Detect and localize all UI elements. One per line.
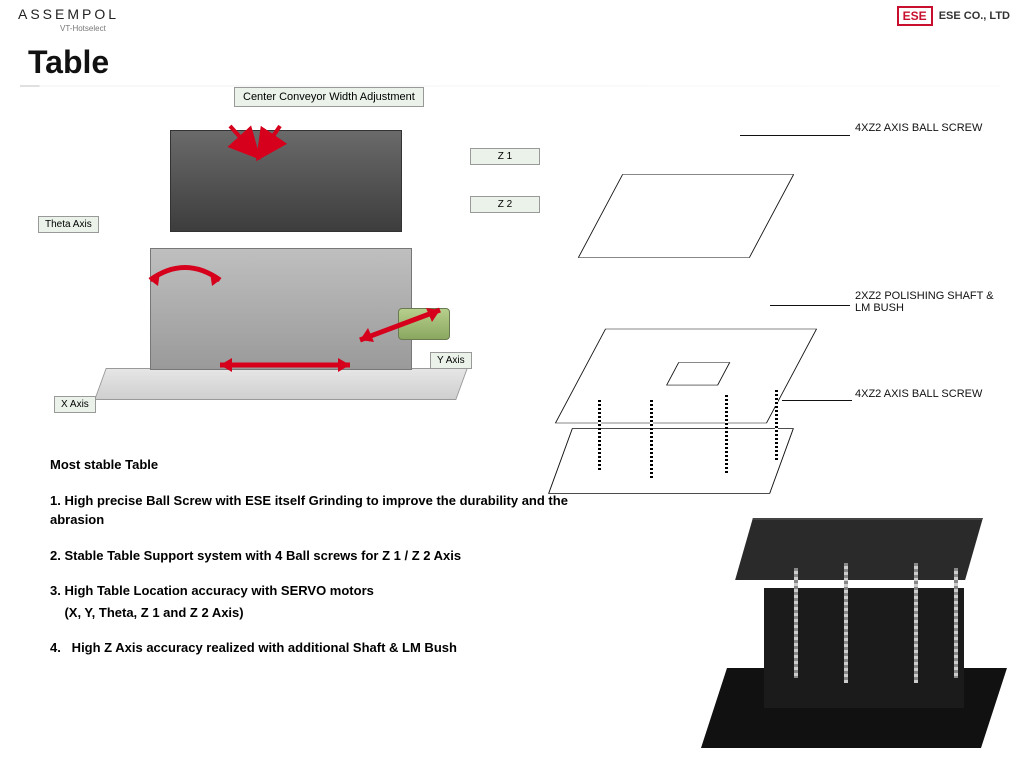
product-photo xyxy=(704,508,1014,758)
ese-logo-text: ESE CO., LTD xyxy=(939,10,1010,22)
ese-logo-box: ESE xyxy=(897,6,933,26)
photo-screw xyxy=(844,563,848,683)
leader-line xyxy=(740,135,850,136)
page-title: Table xyxy=(28,44,109,81)
diagram-screw xyxy=(725,395,728,475)
photo-screw xyxy=(954,568,958,678)
logo-right: ESE ESE CO., LTD xyxy=(897,6,1010,26)
diagram-cutout xyxy=(666,362,730,385)
photo-screw xyxy=(914,563,918,683)
callout-bottom: 4XZ2 AXIS BALL SCREW xyxy=(855,388,985,400)
diagram-top-plate xyxy=(578,174,794,258)
label-x-axis: X Axis xyxy=(54,396,96,413)
logo-left: ASSEMPOL xyxy=(18,6,119,22)
label-center-conveyor: Center Conveyor Width Adjustment xyxy=(234,87,424,107)
body-heading: Most stable Table xyxy=(50,455,610,475)
body-p1: 1. High precise Ball Screw with ESE itse… xyxy=(50,491,610,530)
photo-top xyxy=(735,518,983,580)
diagram-screw xyxy=(650,400,653,480)
red-arrow-curve-icon xyxy=(140,260,230,300)
label-y-axis: Y Axis xyxy=(430,352,472,369)
body-p4: 4. High Z Axis accuracy realized with ad… xyxy=(50,638,610,658)
title-underline xyxy=(20,85,1000,87)
label-theta: Theta Axis xyxy=(38,216,99,233)
diagram-screw xyxy=(775,390,778,460)
leader-line xyxy=(782,400,852,401)
body-p3-l1: 3. High Table Location accuracy with SER… xyxy=(50,581,610,601)
body-p2: 2. Stable Table Support system with 4 Ba… xyxy=(50,546,610,566)
body-p3-l2: (X, Y, Theta, Z 1 and Z 2 Axis) xyxy=(50,603,610,623)
body-text: Most stable Table 1. High precise Ball S… xyxy=(50,455,610,674)
callout-top: 4XZ2 AXIS BALL SCREW xyxy=(855,122,985,134)
logo-left-sub: VT-Hotselect xyxy=(60,24,106,33)
cad-rendering xyxy=(100,120,480,400)
photo-screw xyxy=(794,568,798,678)
leader-line xyxy=(770,305,850,306)
red-arrow-h-icon xyxy=(210,350,360,380)
red-arrow-down-icon xyxy=(220,124,300,154)
red-arrow-diag-icon xyxy=(350,300,450,350)
callout-mid: 2XZ2 POLISHING SHAFT & LM BUSH xyxy=(855,290,995,314)
